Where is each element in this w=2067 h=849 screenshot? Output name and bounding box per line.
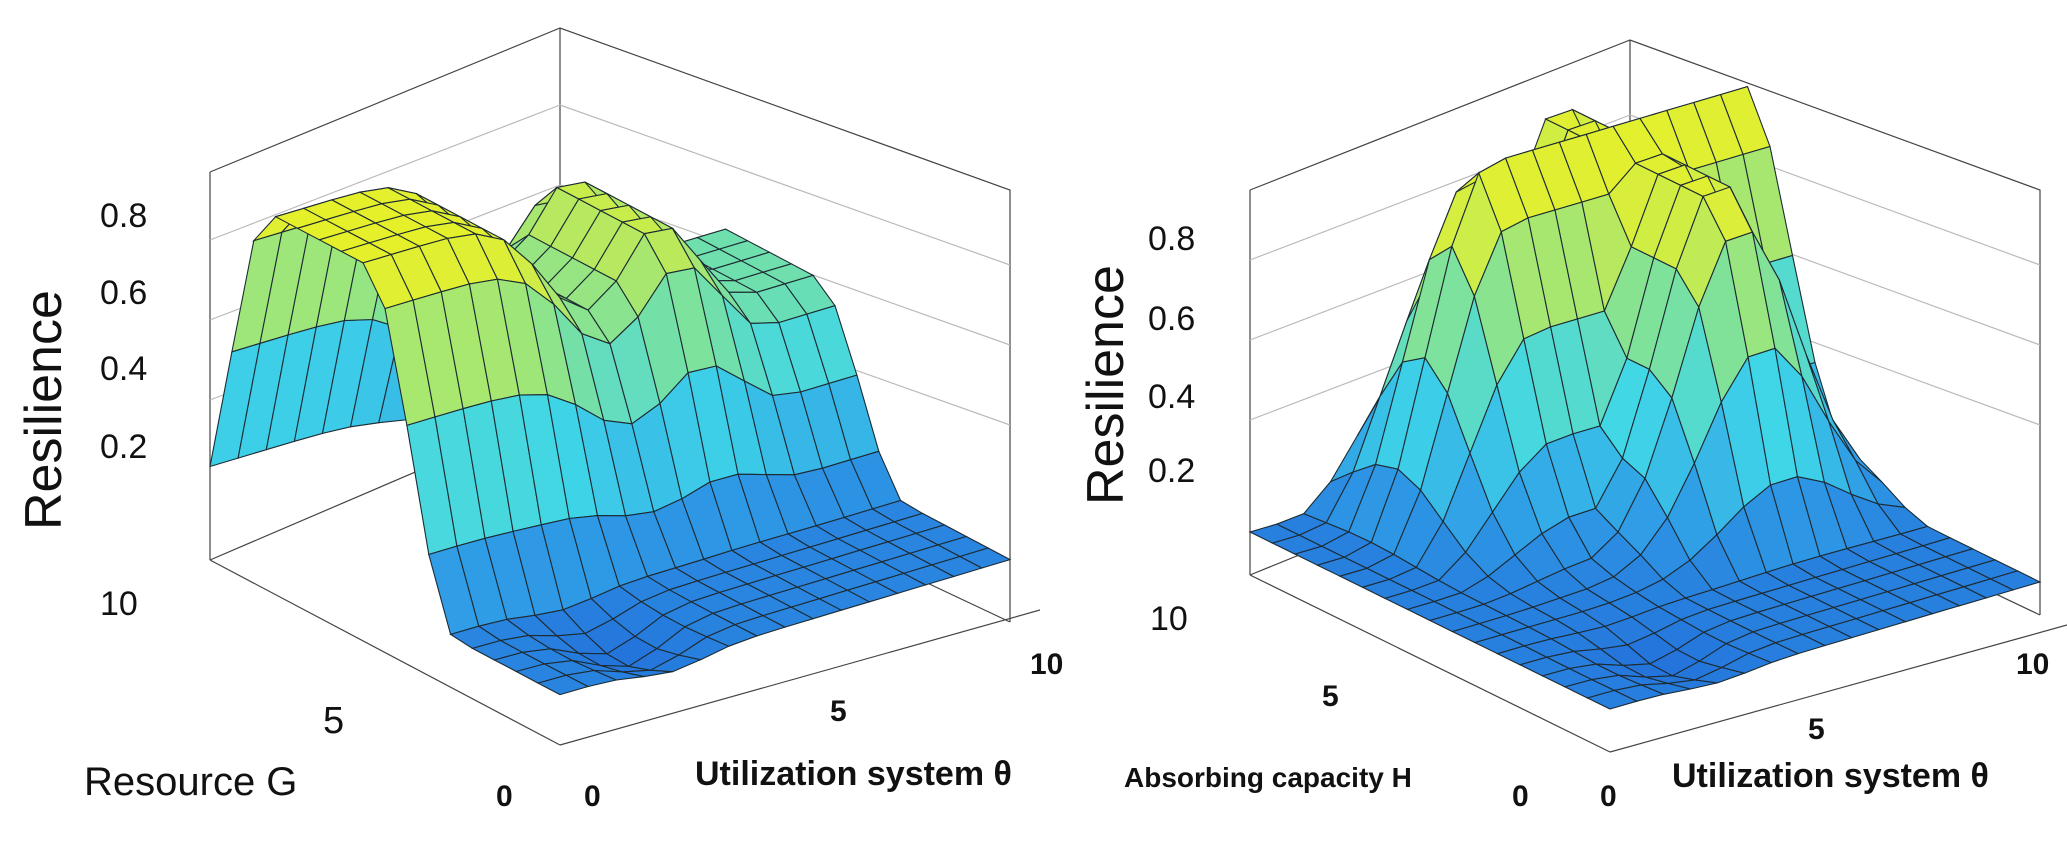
z-tick-label: 0.6 (1148, 300, 1196, 338)
surface-mesh (1248, 85, 2042, 710)
y-tick-label: 0 (1512, 780, 1529, 813)
x-tick-label: 10 (2016, 648, 2050, 681)
y-tick-label: 5 (323, 700, 345, 742)
surface-plot-canvas (209, 27, 1040, 746)
surface-cell (958, 547, 1012, 569)
z-axis-label: Resilience (1077, 265, 1135, 505)
surface-plot-canvas (1248, 39, 2067, 753)
z-tick-label: 0.8 (100, 197, 148, 235)
y-tick-label: 5 (1322, 680, 1339, 713)
y-tick-label: 10 (1150, 600, 1188, 638)
z-tick-label: 0.4 (1148, 378, 1196, 416)
z-tick-label: 0.6 (100, 274, 148, 312)
x-tick-label: 10 (1030, 648, 1064, 681)
surface-plot-absorbing-capacity: Resilience 0.8 0.6 0.4 0.2 10 5 0 Absorb… (1040, 0, 2067, 849)
x-tick-label: 5 (1808, 713, 1825, 746)
z-tick-label: 0.2 (1148, 452, 1196, 490)
x-tick-label: 5 (830, 695, 847, 728)
y-tick-label: 0 (496, 780, 513, 813)
x-axis-label: Utilization system θ (695, 755, 1012, 793)
z-tick-label: 0.2 (100, 428, 148, 466)
z-axis-label: Resilience (15, 290, 73, 530)
z-tick-label: 0.8 (1148, 220, 1196, 258)
surface-mesh (209, 181, 1012, 696)
x-axis-label: Utilization system θ (1672, 757, 1989, 795)
z-tick-label: 0.4 (100, 350, 148, 388)
y-tick-label: 10 (100, 585, 138, 623)
x-tick-label: 0 (584, 780, 601, 813)
y-axis-label: Absorbing capacity H (1124, 762, 1412, 793)
y-axis-label: Resource G (84, 760, 298, 804)
x-tick-label: 0 (1600, 780, 1617, 813)
surface-plot-resource-g: Resilience 0.8 0.6 0.4 0.2 10 5 0 Resour… (15, 27, 1063, 813)
surface-cell (1989, 570, 2042, 591)
